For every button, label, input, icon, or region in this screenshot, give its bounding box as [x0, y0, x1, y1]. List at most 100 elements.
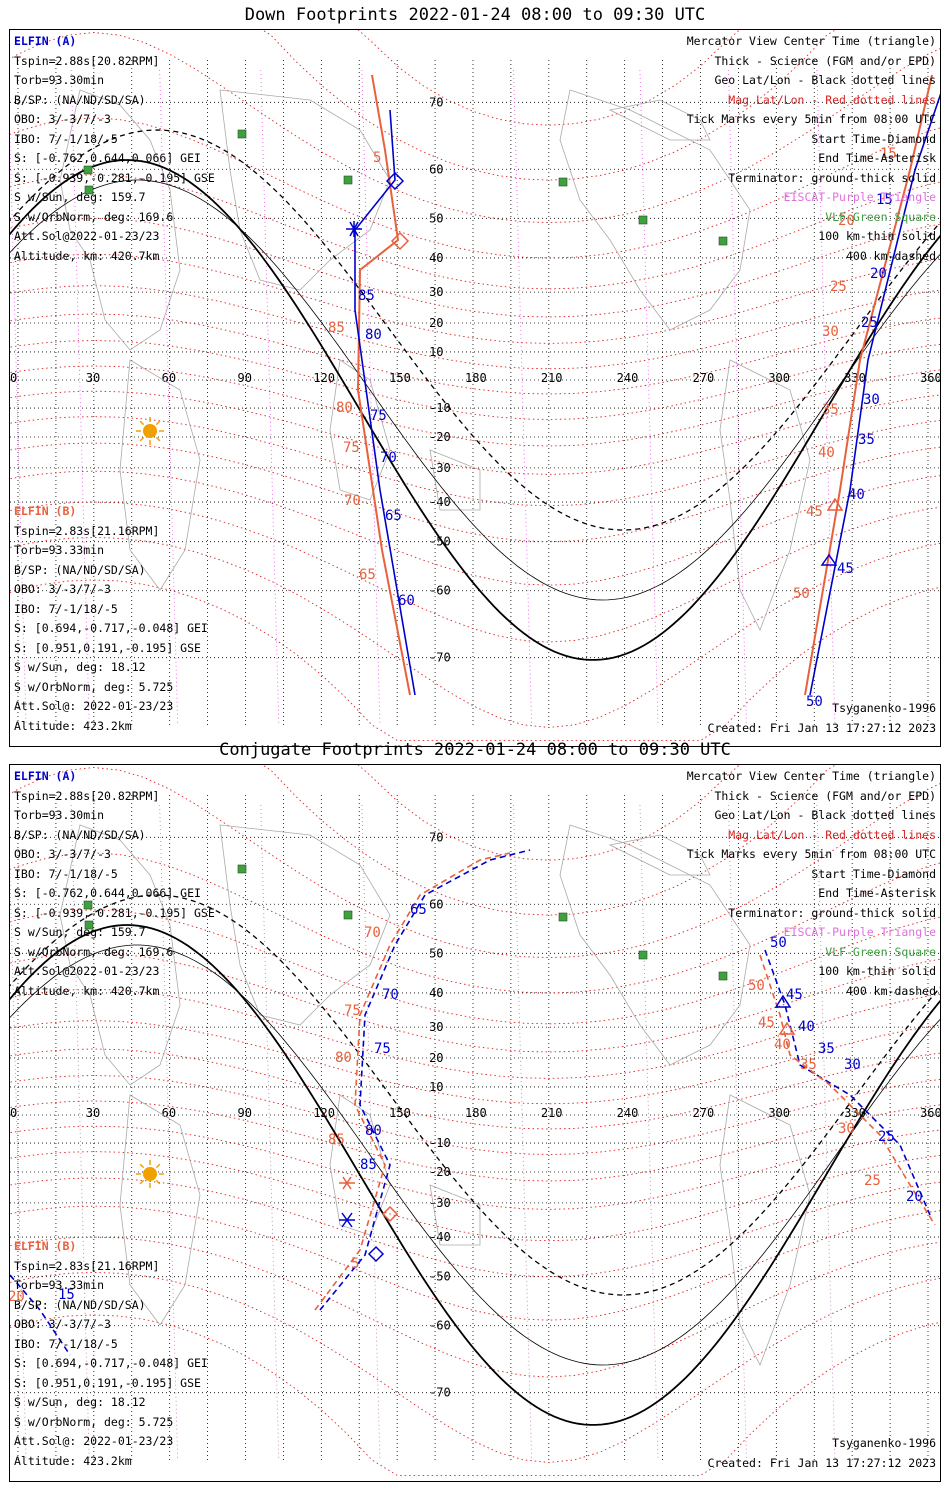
vlf-square-icon [237, 129, 247, 139]
lat-tick-label: -60 [429, 1319, 451, 1333]
mag-lat-line [10, 416, 940, 507]
legend-item: EISCAT-Purple Triangle [783, 190, 936, 204]
mag-lon-line [816, 804, 836, 1459]
elfin-b-tick-label: 70 [344, 493, 361, 509]
footprint-tracks: 85 80 75 70 65 60 15 20 25 30 35 40 45 50 5 85 80 75 70 65 1… [328, 74, 940, 710]
lon-tick-label: 120 [313, 371, 335, 385]
elfin-a-tick-label: 50 [770, 935, 787, 951]
conjugate-footprints-panel: 0 30 60 90 120 150 180 210 240 270 300 330 360 70 60 50… [9, 764, 941, 1482]
sun-ray [155, 436, 161, 442]
elfin-a-tick-label: 65 [385, 508, 402, 524]
elfin-b-track [356, 74, 411, 696]
sun-disc [143, 1167, 157, 1181]
lon-tick-label: 180 [465, 1106, 487, 1120]
legend-item: Geo Lat/Lon - Black dotted lines [714, 808, 936, 822]
mag-lon-line [260, 804, 280, 1459]
elfin-b-info: ELFIN (B) Tspin=2.83s[21.16RPM] Torb=93.33… [14, 505, 208, 739]
legend-item: Start Time-Diamond [811, 131, 936, 146]
elfin-b-info-line: S: [0.694,-0.717,-0.048] GEI [14, 621, 208, 635]
elfin-b-info-line: OBO: 3/-3/7/-3 [14, 1317, 111, 1331]
mag-lon-line [513, 69, 533, 724]
elfin-b-track [314, 852, 511, 1311]
lat-tick-label: 40 [429, 251, 443, 265]
elfin-b-info-line: B/SP: (NA/ND/SD/SA) [14, 562, 146, 577]
mag-lat-line [10, 1020, 940, 1105]
terminator-100km [10, 179, 940, 601]
legend-item: 100 km-thin solid [818, 229, 936, 243]
elfin-a-tick-label: 25 [861, 315, 878, 331]
elfin-b-info-line: IBO: 7/-1/18/-5 [14, 601, 118, 616]
coastline [119, 359, 201, 591]
lon-tick-label: 240 [617, 371, 639, 385]
elfin-a-info-line: Tspin=2.88s[20.82RPM] [14, 788, 160, 803]
elfin-a-tick-label: 25 [878, 1129, 895, 1145]
elfin-b-info-line: Torb=93.33min [14, 543, 105, 557]
lat-tick-label: -60 [429, 584, 451, 598]
mag-lat-line [10, 501, 940, 643]
elfin-a-tick-label: 45 [786, 987, 803, 1003]
lon-tick-label: 30 [86, 371, 100, 385]
lat-tick-label: 60 [429, 162, 443, 176]
mag-lon-line [727, 69, 747, 724]
elfin-a-info-line: Torb=93.30min [14, 808, 105, 822]
elfin-a-tick-label: 70 [380, 450, 397, 466]
mag-lat-line [10, 1314, 940, 1476]
elfin-a-tick-label: 50 [806, 694, 823, 710]
vlf-square-icon [558, 912, 568, 922]
vlf-square-icon [84, 185, 94, 195]
elfin-a-info: ELFIN (A) Tspin=2.88s[20.82RPM] Torb=93.30… [14, 35, 215, 269]
footprint-map: 0 30 60 90 120 150 180 210 240 270 300 330 360706050… [10, 765, 941, 1476]
lon-tick-label: 270 [693, 1106, 715, 1120]
mag-lat-line [10, 909, 940, 1025]
footprint-map: 0 30 60 90 120 150 180 210 240 270 300 330 360706050… [10, 30, 940, 741]
elfin-b-tick-label: 5 [351, 1256, 359, 1272]
center-triangle-icon [774, 994, 792, 1008]
lat-tick-label: -70 [429, 651, 451, 665]
elfin-a-info-line: Altitude, km: 420.7km [14, 983, 160, 998]
lon-tick-label: 360 [920, 1106, 941, 1120]
lon-tick-label: 330 [844, 371, 866, 385]
elfin-b-tick-label: 80 [336, 400, 353, 416]
mag-lon-line [159, 69, 179, 724]
coastline [559, 89, 751, 331]
lat-tick-label: 20 [429, 1051, 443, 1065]
elfin-a-info-line: Tspin=2.88s[20.82RPM] [14, 53, 160, 68]
elfin-b-info-line: OBO: 3/-3/7/-3 [14, 582, 111, 596]
elfin-b-tick-label: 35 [822, 402, 839, 418]
mag-lon-line [260, 69, 280, 724]
sun-ray [139, 1163, 145, 1169]
elfin-b-info-line: Torb=93.33min [14, 1278, 105, 1292]
elfin-a-tick-label: 35 [858, 432, 875, 448]
legend-item: Mag Lat/Lon - Red dotted lines [728, 827, 936, 842]
elfin-a-tick-label: 80 [365, 1123, 382, 1139]
coastline [219, 89, 391, 291]
legend-item: Terminator: ground-thick solid [728, 905, 936, 920]
coastline [59, 824, 181, 1086]
lon-tick-label: 0 [10, 1106, 17, 1120]
footer-info: Tsyganenko-1996 Created: Fri Jan 13 17:27… [708, 1437, 936, 1469]
elfin-a-track [354, 109, 416, 696]
elfin-a-info-line: S: [-0.939,-0.281,-0.195] GSE [14, 905, 215, 920]
elfin-a-tick-label: 60 [398, 593, 415, 609]
elfin-a-info-line: Att.Sol@2022-01-23/23 [14, 964, 160, 978]
mag-lat-line [10, 536, 940, 728]
elfin-a-name: ELFIN (A) [14, 34, 77, 48]
geo-grid [10, 795, 940, 1463]
created-label: Created: Fri Jan 13 17:27:12 2023 [707, 1455, 936, 1470]
elfin-b-info-line: S: [0.694,-0.717,-0.048] GEI [14, 1356, 208, 1370]
elfin-a-tick-label: 80 [365, 327, 382, 343]
legend-item: Start Time-Diamond [811, 866, 936, 881]
mag-lon-line [159, 804, 179, 1459]
elfin-a-tick-label: 85 [358, 288, 375, 304]
center-triangle-icon [778, 1021, 796, 1035]
elfin-b-tick-label: 35 [800, 1057, 817, 1073]
elfin-a-info-line: B/SP: (NA/ND/SD/SA) [14, 92, 146, 107]
terminator [10, 129, 940, 661]
coastline [329, 359, 391, 501]
lat-tick-label: -20 [429, 430, 451, 444]
vlf-square-icon [718, 971, 728, 981]
lat-tick-label: 40 [429, 986, 443, 1000]
lon-tick-label: 150 [389, 371, 411, 385]
sun-ray [155, 1179, 161, 1185]
mag-lon-grid [10, 69, 836, 724]
